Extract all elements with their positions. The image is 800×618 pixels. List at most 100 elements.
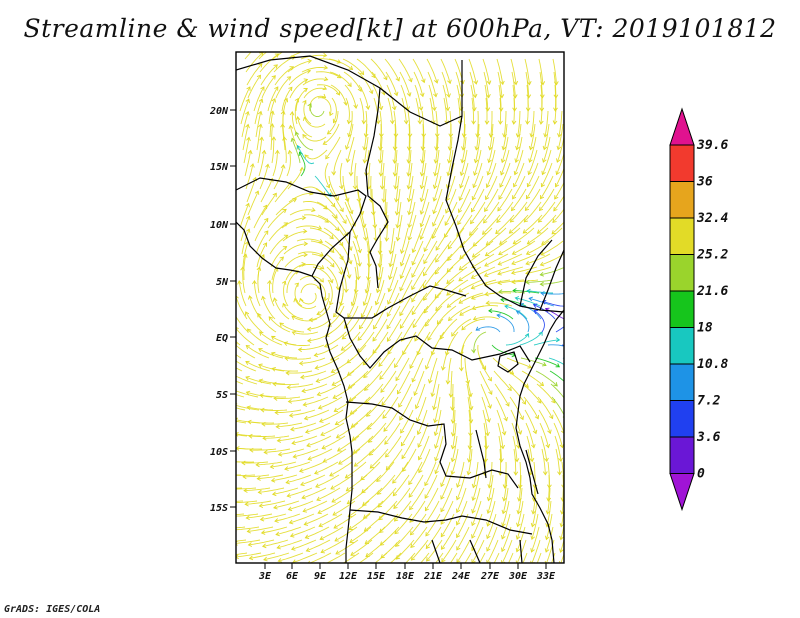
- streamline: [445, 188, 457, 214]
- streamline: [284, 342, 311, 346]
- streamline-arrow: [377, 503, 383, 508]
- streamline: [549, 370, 564, 382]
- streamline: [361, 292, 372, 318]
- streamline: [484, 279, 511, 286]
- streamline: [236, 539, 261, 544]
- streamline-arrow: [473, 80, 479, 85]
- streamline-arrow: [502, 497, 507, 502]
- streamline-arrow: [394, 542, 400, 547]
- streamline: [348, 513, 371, 530]
- streamline-arrow: [553, 206, 558, 212]
- streamline-arrow: [399, 286, 404, 292]
- streamline-arrow: [553, 382, 558, 387]
- streamline-arrow: [311, 207, 316, 213]
- streamline-arrow: [425, 544, 430, 550]
- streamline-arrow: [261, 543, 267, 549]
- streamline: [532, 487, 537, 514]
- streamline-arrow: [419, 184, 425, 190]
- streamline: [472, 474, 480, 501]
- streamline: [303, 214, 329, 223]
- streamline: [509, 396, 524, 420]
- streamline: [434, 149, 440, 176]
- streamline-arrow: [281, 280, 287, 285]
- streamline: [498, 435, 502, 462]
- colorbar-level-label: 36: [696, 175, 713, 190]
- streamline-arrow: [423, 259, 428, 265]
- streamline: [316, 84, 340, 96]
- streamline: [379, 513, 399, 533]
- streamline: [563, 371, 564, 372]
- streamline: [427, 71, 437, 97]
- streamline: [440, 58, 451, 84]
- streamline: [293, 448, 319, 458]
- streamline: [461, 318, 486, 331]
- streamline-arrow: [559, 523, 564, 528]
- streamline-arrow: [343, 101, 349, 106]
- streamline-arrow: [434, 444, 439, 449]
- streamline: [294, 298, 317, 310]
- streamline-arrow: [326, 130, 332, 135]
- streamline-arrow: [284, 466, 289, 471]
- streamline: [342, 58, 364, 75]
- streamline: [526, 435, 533, 462]
- streamline: [241, 228, 250, 255]
- streamline: [529, 297, 555, 307]
- streamline: [397, 370, 411, 395]
- streamline-arrow: [230, 487, 233, 491]
- streamline: [413, 71, 424, 97]
- streamline-arrow: [276, 438, 282, 443]
- streamline-arrow: [433, 418, 438, 424]
- streamline-arrow: [331, 498, 336, 503]
- streamline-arrow: [395, 376, 400, 382]
- streamline-arrow: [512, 195, 517, 200]
- streamline-arrow: [329, 278, 334, 284]
- streamline-arrow: [282, 208, 287, 214]
- streamline-arrow: [271, 366, 276, 372]
- streamline-arrow: [497, 271, 502, 276]
- streamline: [243, 254, 247, 281]
- streamline: [499, 291, 526, 294]
- streamline: [320, 526, 344, 540]
- streamline-arrow: [362, 361, 367, 366]
- streamline-arrow: [411, 285, 416, 291]
- streamline-arrow: [270, 477, 276, 483]
- streamline: [290, 422, 317, 431]
- streamline-arrow: [467, 445, 473, 450]
- streamline-arrow: [304, 154, 309, 159]
- streamline-arrow: [379, 528, 384, 533]
- streamline-arrow: [392, 146, 398, 151]
- streamline: [547, 487, 551, 514]
- streamline: [395, 357, 410, 381]
- streamline-arrow: [398, 403, 403, 408]
- streamline: [373, 97, 379, 124]
- streamline-arrow: [485, 241, 491, 246]
- streamline: [480, 383, 492, 409]
- streamline-arrow: [376, 477, 381, 482]
- streamline: [334, 526, 358, 542]
- streamline-arrow: [386, 324, 391, 330]
- streamline: [479, 552, 486, 563]
- streamline: [399, 279, 413, 304]
- streamline-arrow: [280, 123, 285, 128]
- lat-label: 15N: [210, 162, 229, 173]
- streamline: [318, 513, 343, 527]
- streamline-arrow: [346, 359, 351, 364]
- streamline-arrow: [240, 266, 245, 271]
- streamline-arrow: [423, 309, 428, 314]
- streamline: [242, 461, 269, 464]
- streamline: [270, 123, 273, 151]
- streamline: [247, 190, 259, 216]
- streamline: [558, 110, 563, 137]
- streamline-arrow: [245, 360, 250, 366]
- streamline: [394, 500, 412, 522]
- streamline-arrow: [543, 133, 548, 138]
- streamline: [515, 136, 523, 163]
- streamline-arrow: [298, 468, 304, 473]
- streamline: [245, 361, 271, 372]
- streamline: [326, 266, 339, 290]
- streamline-arrow: [336, 447, 342, 452]
- streamline-arrow: [560, 574, 564, 578]
- streamline: [366, 396, 385, 417]
- lon-label: 15E: [367, 571, 386, 582]
- streamline-arrow: [434, 457, 439, 462]
